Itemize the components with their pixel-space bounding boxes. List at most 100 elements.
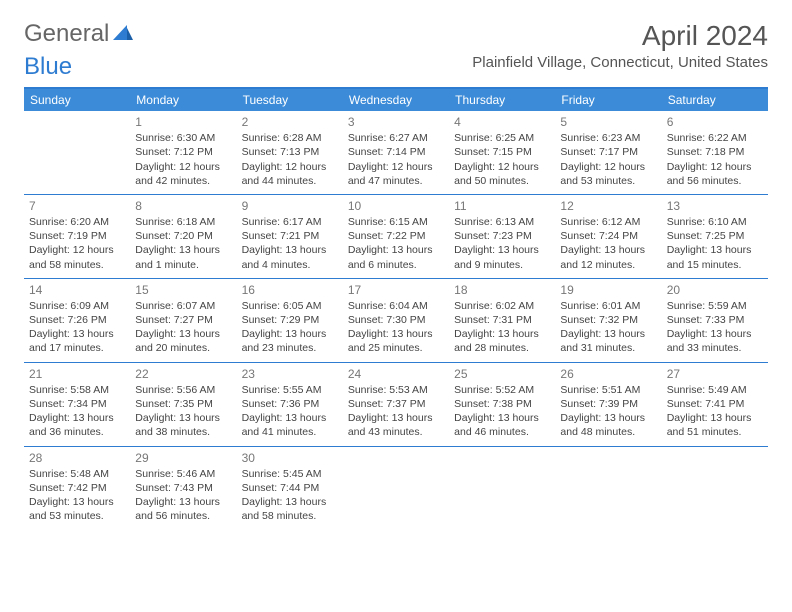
- day-cell: [24, 111, 130, 194]
- day-cell: 15Sunrise: 6:07 AMSunset: 7:27 PMDayligh…: [130, 279, 236, 362]
- day-cell: 21Sunrise: 5:58 AMSunset: 7:34 PMDayligh…: [24, 363, 130, 446]
- sunset-line: Sunset: 7:38 PM: [454, 397, 550, 411]
- dow-cell: Tuesday: [237, 89, 343, 111]
- sunrise-line: Sunrise: 6:01 AM: [560, 299, 656, 313]
- day-cell: 26Sunrise: 5:51 AMSunset: 7:39 PMDayligh…: [555, 363, 661, 446]
- day-number: 4: [454, 114, 550, 130]
- day-cell: 5Sunrise: 6:23 AMSunset: 7:17 PMDaylight…: [555, 111, 661, 194]
- sunrise-line: Sunrise: 6:17 AM: [242, 215, 338, 229]
- day-number: 30: [242, 450, 338, 466]
- day-cell: 13Sunrise: 6:10 AMSunset: 7:25 PMDayligh…: [662, 195, 768, 278]
- dow-row: SundayMondayTuesdayWednesdayThursdayFrid…: [24, 89, 768, 111]
- day-number: 1: [135, 114, 231, 130]
- sunrise-line: Sunrise: 5:49 AM: [667, 383, 763, 397]
- sunrise-line: Sunrise: 6:13 AM: [454, 215, 550, 229]
- daylight-line: Daylight: 13 hours and 51 minutes.: [667, 411, 763, 439]
- daylight-line: Daylight: 13 hours and 25 minutes.: [348, 327, 444, 355]
- dow-cell: Saturday: [662, 89, 768, 111]
- sunrise-line: Sunrise: 6:23 AM: [560, 131, 656, 145]
- logo-text-2: Blue: [24, 53, 768, 81]
- day-cell: 7Sunrise: 6:20 AMSunset: 7:19 PMDaylight…: [24, 195, 130, 278]
- day-cell: 18Sunrise: 6:02 AMSunset: 7:31 PMDayligh…: [449, 279, 555, 362]
- sunset-line: Sunset: 7:19 PM: [29, 229, 125, 243]
- sunset-line: Sunset: 7:18 PM: [667, 145, 763, 159]
- daylight-line: Daylight: 12 hours and 58 minutes.: [29, 243, 125, 271]
- daylight-line: Daylight: 13 hours and 43 minutes.: [348, 411, 444, 439]
- month-title: April 2024: [472, 20, 768, 52]
- sunrise-line: Sunrise: 6:28 AM: [242, 131, 338, 145]
- daylight-line: Daylight: 13 hours and 4 minutes.: [242, 243, 338, 271]
- sunset-line: Sunset: 7:14 PM: [348, 145, 444, 159]
- day-number: 2: [242, 114, 338, 130]
- sunrise-line: Sunrise: 6:18 AM: [135, 215, 231, 229]
- calendar: SundayMondayTuesdayWednesdayThursdayFrid…: [24, 87, 768, 529]
- sunrise-line: Sunrise: 6:09 AM: [29, 299, 125, 313]
- logo-text-1: General: [24, 20, 109, 48]
- day-cell: 8Sunrise: 6:18 AMSunset: 7:20 PMDaylight…: [130, 195, 236, 278]
- week-row: 21Sunrise: 5:58 AMSunset: 7:34 PMDayligh…: [24, 363, 768, 447]
- daylight-line: Daylight: 13 hours and 33 minutes.: [667, 327, 763, 355]
- sunrise-line: Sunrise: 6:04 AM: [348, 299, 444, 313]
- day-cell: 6Sunrise: 6:22 AMSunset: 7:18 PMDaylight…: [662, 111, 768, 194]
- sunrise-line: Sunrise: 6:05 AM: [242, 299, 338, 313]
- daylight-line: Daylight: 13 hours and 31 minutes.: [560, 327, 656, 355]
- day-cell: 30Sunrise: 5:45 AMSunset: 7:44 PMDayligh…: [237, 447, 343, 530]
- day-number: 27: [667, 366, 763, 382]
- daylight-line: Daylight: 13 hours and 23 minutes.: [242, 327, 338, 355]
- day-cell: 17Sunrise: 6:04 AMSunset: 7:30 PMDayligh…: [343, 279, 449, 362]
- sunrise-line: Sunrise: 5:56 AM: [135, 383, 231, 397]
- day-cell: 16Sunrise: 6:05 AMSunset: 7:29 PMDayligh…: [237, 279, 343, 362]
- daylight-line: Daylight: 13 hours and 20 minutes.: [135, 327, 231, 355]
- sunrise-line: Sunrise: 6:25 AM: [454, 131, 550, 145]
- day-number: 20: [667, 282, 763, 298]
- day-cell: [555, 447, 661, 530]
- daylight-line: Daylight: 13 hours and 12 minutes.: [560, 243, 656, 271]
- daylight-line: Daylight: 13 hours and 41 minutes.: [242, 411, 338, 439]
- sunset-line: Sunset: 7:36 PM: [242, 397, 338, 411]
- daylight-line: Daylight: 13 hours and 6 minutes.: [348, 243, 444, 271]
- sunset-line: Sunset: 7:44 PM: [242, 481, 338, 495]
- sunset-line: Sunset: 7:33 PM: [667, 313, 763, 327]
- day-cell: 10Sunrise: 6:15 AMSunset: 7:22 PMDayligh…: [343, 195, 449, 278]
- sunset-line: Sunset: 7:24 PM: [560, 229, 656, 243]
- day-number: 11: [454, 198, 550, 214]
- daylight-line: Daylight: 13 hours and 15 minutes.: [667, 243, 763, 271]
- daylight-line: Daylight: 13 hours and 58 minutes.: [242, 495, 338, 523]
- sunset-line: Sunset: 7:21 PM: [242, 229, 338, 243]
- logo: General: [24, 20, 117, 48]
- sunrise-line: Sunrise: 6:07 AM: [135, 299, 231, 313]
- sunrise-line: Sunrise: 6:12 AM: [560, 215, 656, 229]
- day-number: 24: [348, 366, 444, 382]
- sunset-line: Sunset: 7:17 PM: [560, 145, 656, 159]
- week-row: 28Sunrise: 5:48 AMSunset: 7:42 PMDayligh…: [24, 447, 768, 530]
- day-cell: 27Sunrise: 5:49 AMSunset: 7:41 PMDayligh…: [662, 363, 768, 446]
- daylight-line: Daylight: 13 hours and 56 minutes.: [135, 495, 231, 523]
- sunset-line: Sunset: 7:42 PM: [29, 481, 125, 495]
- dow-cell: Thursday: [449, 89, 555, 111]
- sunrise-line: Sunrise: 5:48 AM: [29, 467, 125, 481]
- sunset-line: Sunset: 7:26 PM: [29, 313, 125, 327]
- daylight-line: Daylight: 13 hours and 28 minutes.: [454, 327, 550, 355]
- sunset-line: Sunset: 7:13 PM: [242, 145, 338, 159]
- day-cell: 11Sunrise: 6:13 AMSunset: 7:23 PMDayligh…: [449, 195, 555, 278]
- day-number: 12: [560, 198, 656, 214]
- day-number: 29: [135, 450, 231, 466]
- sunset-line: Sunset: 7:22 PM: [348, 229, 444, 243]
- week-row: 1Sunrise: 6:30 AMSunset: 7:12 PMDaylight…: [24, 111, 768, 195]
- dow-cell: Sunday: [24, 89, 130, 111]
- daylight-line: Daylight: 12 hours and 47 minutes.: [348, 160, 444, 188]
- sunset-line: Sunset: 7:12 PM: [135, 145, 231, 159]
- sunrise-line: Sunrise: 5:52 AM: [454, 383, 550, 397]
- day-number: 3: [348, 114, 444, 130]
- day-number: 21: [29, 366, 125, 382]
- day-number: 26: [560, 366, 656, 382]
- day-cell: [449, 447, 555, 530]
- daylight-line: Daylight: 12 hours and 44 minutes.: [242, 160, 338, 188]
- sunrise-line: Sunrise: 5:46 AM: [135, 467, 231, 481]
- daylight-line: Daylight: 13 hours and 17 minutes.: [29, 327, 125, 355]
- day-cell: 12Sunrise: 6:12 AMSunset: 7:24 PMDayligh…: [555, 195, 661, 278]
- sunset-line: Sunset: 7:29 PM: [242, 313, 338, 327]
- day-number: 25: [454, 366, 550, 382]
- week-row: 7Sunrise: 6:20 AMSunset: 7:19 PMDaylight…: [24, 195, 768, 279]
- daylight-line: Daylight: 13 hours and 1 minute.: [135, 243, 231, 271]
